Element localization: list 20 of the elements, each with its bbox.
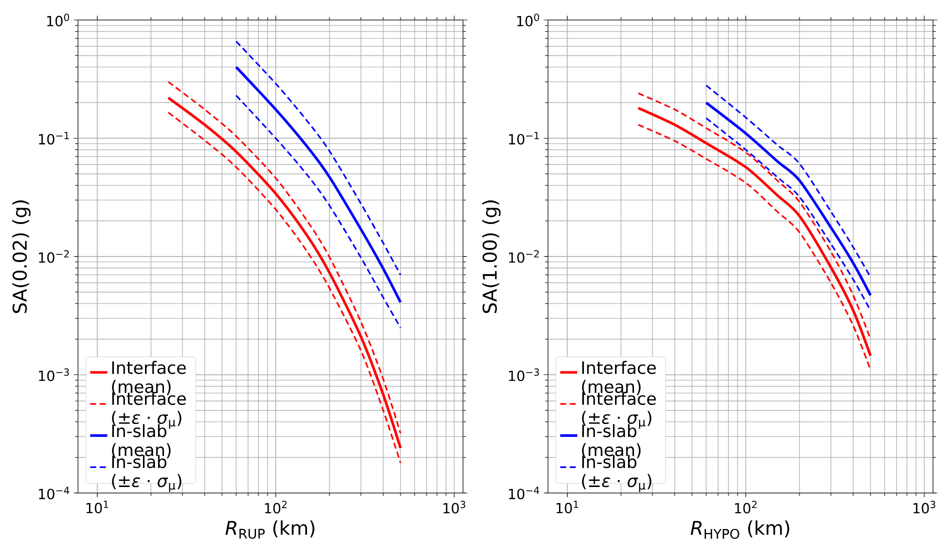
y-tick-label: 10$^{−3}$	[508, 368, 539, 382]
x-axis-title: R$_{RUP}$ (km)	[225, 520, 314, 539]
y-tick-label: 10$^{−4}$	[38, 486, 70, 500]
y-axis-title: SA(0.02) (g)	[12, 200, 31, 313]
x-tick-label: 10$^{1}$	[86, 500, 108, 514]
y-tick-label: 10$^{−3}$	[38, 368, 69, 382]
x-tick-label: 10$^{2}$	[265, 500, 287, 514]
y-tick-label: 10$^{0}$	[517, 14, 540, 26]
x-tick-label: 10$^{3}$	[443, 500, 466, 514]
y-tick-label: 10$^{−2}$	[38, 250, 69, 263]
y-tick-label: 10$^{−1}$	[38, 132, 69, 145]
y-tick-label: 10$^{−2}$	[508, 250, 539, 263]
x-axis-title: R$_{HYPO}$ (km)	[690, 520, 790, 539]
x-tick-label: 10$^{1}$	[556, 500, 578, 514]
y-tick-label: 10$^{−1}$	[508, 132, 539, 145]
x-tick-label: 10$^{3}$	[913, 500, 936, 514]
y-tick-label: 10$^{0}$	[47, 14, 70, 26]
y-tick-label: 10$^{−4}$	[508, 486, 540, 500]
x-tick-label: 10$^{2}$	[735, 500, 757, 514]
y-axis-title: SA(1.00) (g)	[482, 200, 501, 313]
